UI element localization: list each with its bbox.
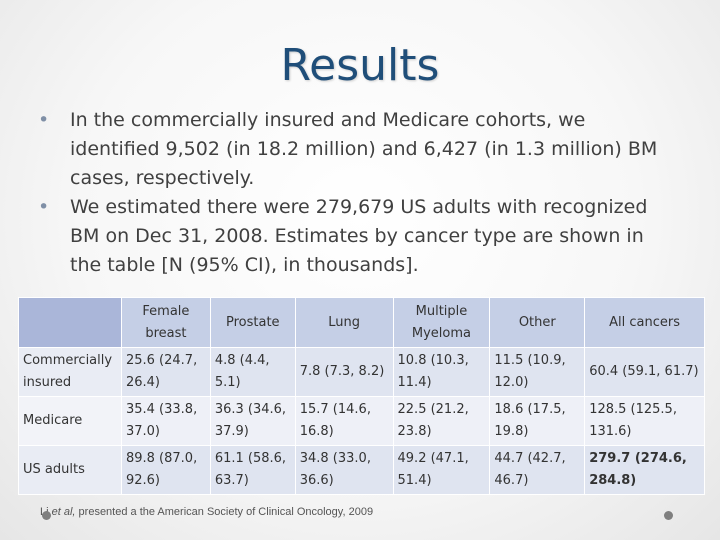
slide-nav-next-icon[interactable] [664,511,673,520]
table-header-cell: Lung [294,297,394,348]
table-cell: 7.8 (7.3, 8.2) [294,347,394,397]
table-cell: 36.3 (34.6, 37.9) [209,396,296,446]
bullet-item: • In the commercially insured and Medica… [30,106,680,193]
table-row: Medicare 35.4 (33.8, 37.0) 36.3 (34.6, 3… [18,396,705,446]
slide-nav-prev-icon[interactable] [42,511,51,520]
table-row: US adults 89.8 (87.0, 92.6) 61.1 (58.6, … [18,445,705,495]
results-table: Female breast Prostate Lung Multiple Mye… [18,297,705,495]
table-cell: 279.7 (274.6, 284.8) [584,445,705,495]
table-header-cell: All cancers [584,297,705,348]
table-row: Commercially insured 25.6 (24.7, 26.4) 4… [18,347,705,397]
table-header-row: Female breast Prostate Lung Multiple Mye… [18,297,705,348]
table-header-cell [18,297,122,348]
footnote-etal: et al, [51,506,76,518]
footnote-text: presented a the American Society of Clin… [75,506,374,518]
table-cell: 11.5 (10.9, 12.0) [489,347,586,397]
table-cell: 15.7 (14.6, 16.8) [294,396,394,446]
table-header-cell: Other [489,297,586,348]
bullet-item: • We estimated there were 279,679 US adu… [30,193,680,280]
table-header-cell: Female breast [120,297,211,348]
table-cell: 22.5 (21.2, 23.8) [392,396,491,446]
bullet-text: In the commercially insured and Medicare… [70,109,658,189]
table-cell: 49.2 (47.1, 51.4) [392,445,491,495]
table-cell: 35.4 (33.8, 37.0) [120,396,211,446]
table-cell: 61.1 (58.6, 63.7) [209,445,296,495]
table-header-cell: Multiple Myeloma [392,297,491,348]
table-cell: 18.6 (17.5, 19.8) [489,396,586,446]
table-cell: 34.8 (33.0, 36.6) [294,445,394,495]
table-cell: 25.6 (24.7, 26.4) [120,347,211,397]
bullet-dot-icon: • [38,109,50,131]
bullet-dot-icon: • [38,196,50,218]
table-cell: 4.8 (4.4, 5.1) [209,347,296,397]
bullet-text: We estimated there were 279,679 US adult… [70,196,648,276]
slide-title: Results [280,40,440,91]
footnote: Li et al, presented a the American Socie… [40,506,373,518]
row-label: Medicare [18,396,122,446]
table-header-cell: Prostate [209,297,296,348]
table-cell: 128.5 (125.5, 131.6) [584,396,705,446]
table-cell: 89.8 (87.0, 92.6) [120,445,211,495]
table-cell: 60.4 (59.1, 61.7) [584,347,705,397]
table-cell: 44.7 (42.7, 46.7) [489,445,586,495]
row-label: Commercially insured [18,347,122,397]
bullet-list: • In the commercially insured and Medica… [30,106,680,280]
table-cell: 10.8 (10.3, 11.4) [392,347,491,397]
row-label: US adults [18,445,122,495]
